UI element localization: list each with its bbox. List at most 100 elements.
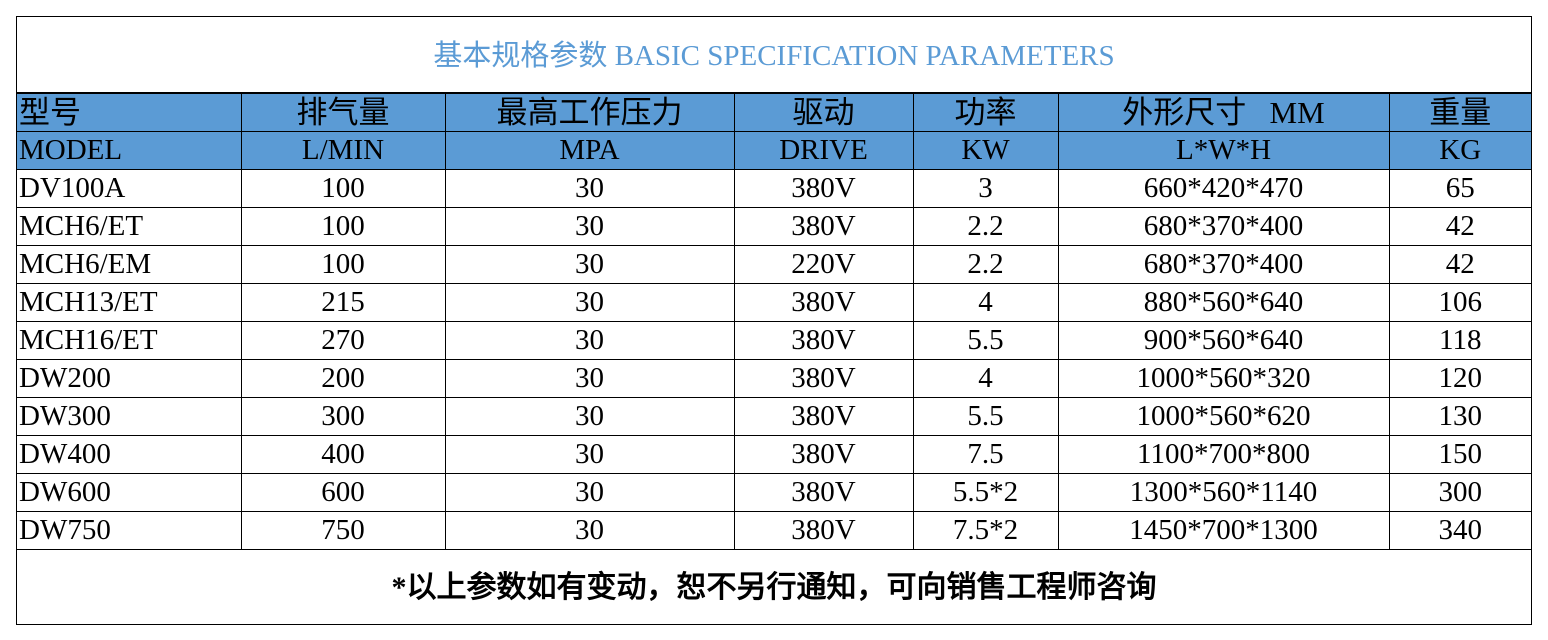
cell: 30 [444, 435, 735, 474]
cell: 680*370*400 [1057, 207, 1390, 246]
cell: 驱动 [733, 93, 914, 132]
cell: 150 [1388, 435, 1531, 474]
cell: 380V [733, 207, 914, 246]
cell: 30 [444, 169, 735, 208]
cell: MCH6/EM [17, 245, 242, 284]
cell: 5.5 [912, 397, 1059, 436]
table-body: 型号 排气量 最高工作压力 驱动 功率 外形尺寸 MM 重量 MODEL L/MIN MPA DRI… [17, 93, 1531, 550]
cell: L*W*H [1057, 131, 1390, 170]
cell: 220V [733, 245, 914, 284]
cell: 30 [444, 397, 735, 436]
cell: 排气量 [240, 93, 446, 132]
data-row: DV100A 100 30 380V 3 660*420*470 65 [17, 169, 1531, 208]
cell: 3 [912, 169, 1059, 208]
cell: 30 [444, 207, 735, 246]
cell: 380V [733, 169, 914, 208]
cell: MCH13/ET [17, 283, 242, 322]
cell: 380V [733, 473, 914, 512]
cell: MCH6/ET [17, 207, 242, 246]
cell: 2.2 [912, 245, 1059, 284]
cell: 400 [240, 435, 446, 474]
cell: 4 [912, 283, 1059, 322]
data-row: DW400 400 30 380V 7.5 1100*700*800 150 [17, 435, 1531, 474]
cell: 380V [733, 435, 914, 474]
cell: 100 [240, 169, 446, 208]
cell: 215 [240, 283, 446, 322]
cell: 30 [444, 359, 735, 398]
cell: 380V [733, 321, 914, 360]
cell: 1100*700*800 [1057, 435, 1390, 474]
cell: 300 [240, 397, 446, 436]
cell: DW400 [17, 435, 242, 474]
data-row: DW750 750 30 380V 7.5*2 1450*700*1300 340 [17, 511, 1531, 550]
cell: 100 [240, 207, 446, 246]
data-row: DW200 200 30 380V 4 1000*560*320 120 [17, 359, 1531, 398]
cell: DW750 [17, 511, 242, 550]
cell: 300 [1388, 473, 1531, 512]
cell: 功率 [912, 93, 1059, 132]
cell: DW200 [17, 359, 242, 398]
cell: 750 [240, 511, 446, 550]
cell: 1000*560*320 [1057, 359, 1390, 398]
header-row: 型号 排气量 最高工作压力 驱动 功率 外形尺寸 MM 重量 [17, 93, 1531, 132]
cell: 30 [444, 511, 735, 550]
data-row: DW600 600 30 380V 5.5*2 1300*560*1140 300 [17, 473, 1531, 512]
cell: 270 [240, 321, 446, 360]
cell: 200 [240, 359, 446, 398]
cell: 42 [1388, 207, 1531, 246]
cell: DW600 [17, 473, 242, 512]
cell: 120 [1388, 359, 1531, 398]
cell: 30 [444, 283, 735, 322]
cell: 880*560*640 [1057, 283, 1390, 322]
cell: 380V [733, 511, 914, 550]
cell: DW300 [17, 397, 242, 436]
cell: 30 [444, 245, 735, 284]
data-row: MCH6/ET 100 30 380V 2.2 680*370*400 42 [17, 207, 1531, 246]
cell: 1450*700*1300 [1057, 511, 1390, 550]
cell: 重量 [1388, 93, 1531, 132]
cell: KW [912, 131, 1059, 170]
cell: KG [1388, 131, 1531, 170]
cell: 100 [240, 245, 446, 284]
title: 基本规格参数 BASIC SPECIFICATION PARAMETERS [17, 17, 1531, 93]
cell: 外形尺寸 MM [1057, 93, 1390, 132]
cell: 340 [1388, 511, 1531, 550]
cell: 1300*560*1140 [1057, 473, 1390, 512]
cell: L/MIN [240, 131, 446, 170]
cell: 30 [444, 321, 735, 360]
cell: 4 [912, 359, 1059, 398]
data-row: MCH13/ET 215 30 380V 4 880*560*640 106 [17, 283, 1531, 322]
cell: 5.5 [912, 321, 1059, 360]
cell: 2.2 [912, 207, 1059, 246]
cell: 7.5*2 [912, 511, 1059, 550]
cell: 660*420*470 [1057, 169, 1390, 208]
header-row: MODEL L/MIN MPA DRIVE KW L*W*H KG [17, 131, 1531, 170]
cell: MPA [444, 131, 735, 170]
spec-table: 型号 排气量 最高工作压力 驱动 功率 外形尺寸 MM 重量 MODEL L/MIN MPA DRI… [17, 93, 1531, 550]
cell: 42 [1388, 245, 1531, 284]
cell: 1000*560*620 [1057, 397, 1390, 436]
cell: 680*370*400 [1057, 245, 1390, 284]
cell: 7.5 [912, 435, 1059, 474]
cell: 380V [733, 397, 914, 436]
data-row: MCH6/EM 100 30 220V 2.2 680*370*400 42 [17, 245, 1531, 284]
cell: DRIVE [733, 131, 914, 170]
spec-sheet: 基本规格参数 BASIC SPECIFICATION PARAMETERS 型号… [16, 16, 1532, 625]
cell: 118 [1388, 321, 1531, 360]
cell: 380V [733, 359, 914, 398]
cell: 130 [1388, 397, 1531, 436]
cell: 5.5*2 [912, 473, 1059, 512]
data-row: MCH16/ET 270 30 380V 5.5 900*560*640 118 [17, 321, 1531, 360]
cell: 380V [733, 283, 914, 322]
cell: 600 [240, 473, 446, 512]
cell: 106 [1388, 283, 1531, 322]
cell: 65 [1388, 169, 1531, 208]
footer-note: *以上参数如有变动，恕不另行通知，可向销售工程师咨询 [391, 571, 1157, 604]
cell: MCH16/ET [17, 321, 242, 360]
data-row: DW300 300 30 380V 5.5 1000*560*620 130 [17, 397, 1531, 436]
cell: 900*560*640 [1057, 321, 1390, 360]
cell: MODEL [17, 131, 242, 170]
cell: DV100A [17, 169, 242, 208]
cell: 型号 [17, 93, 242, 132]
